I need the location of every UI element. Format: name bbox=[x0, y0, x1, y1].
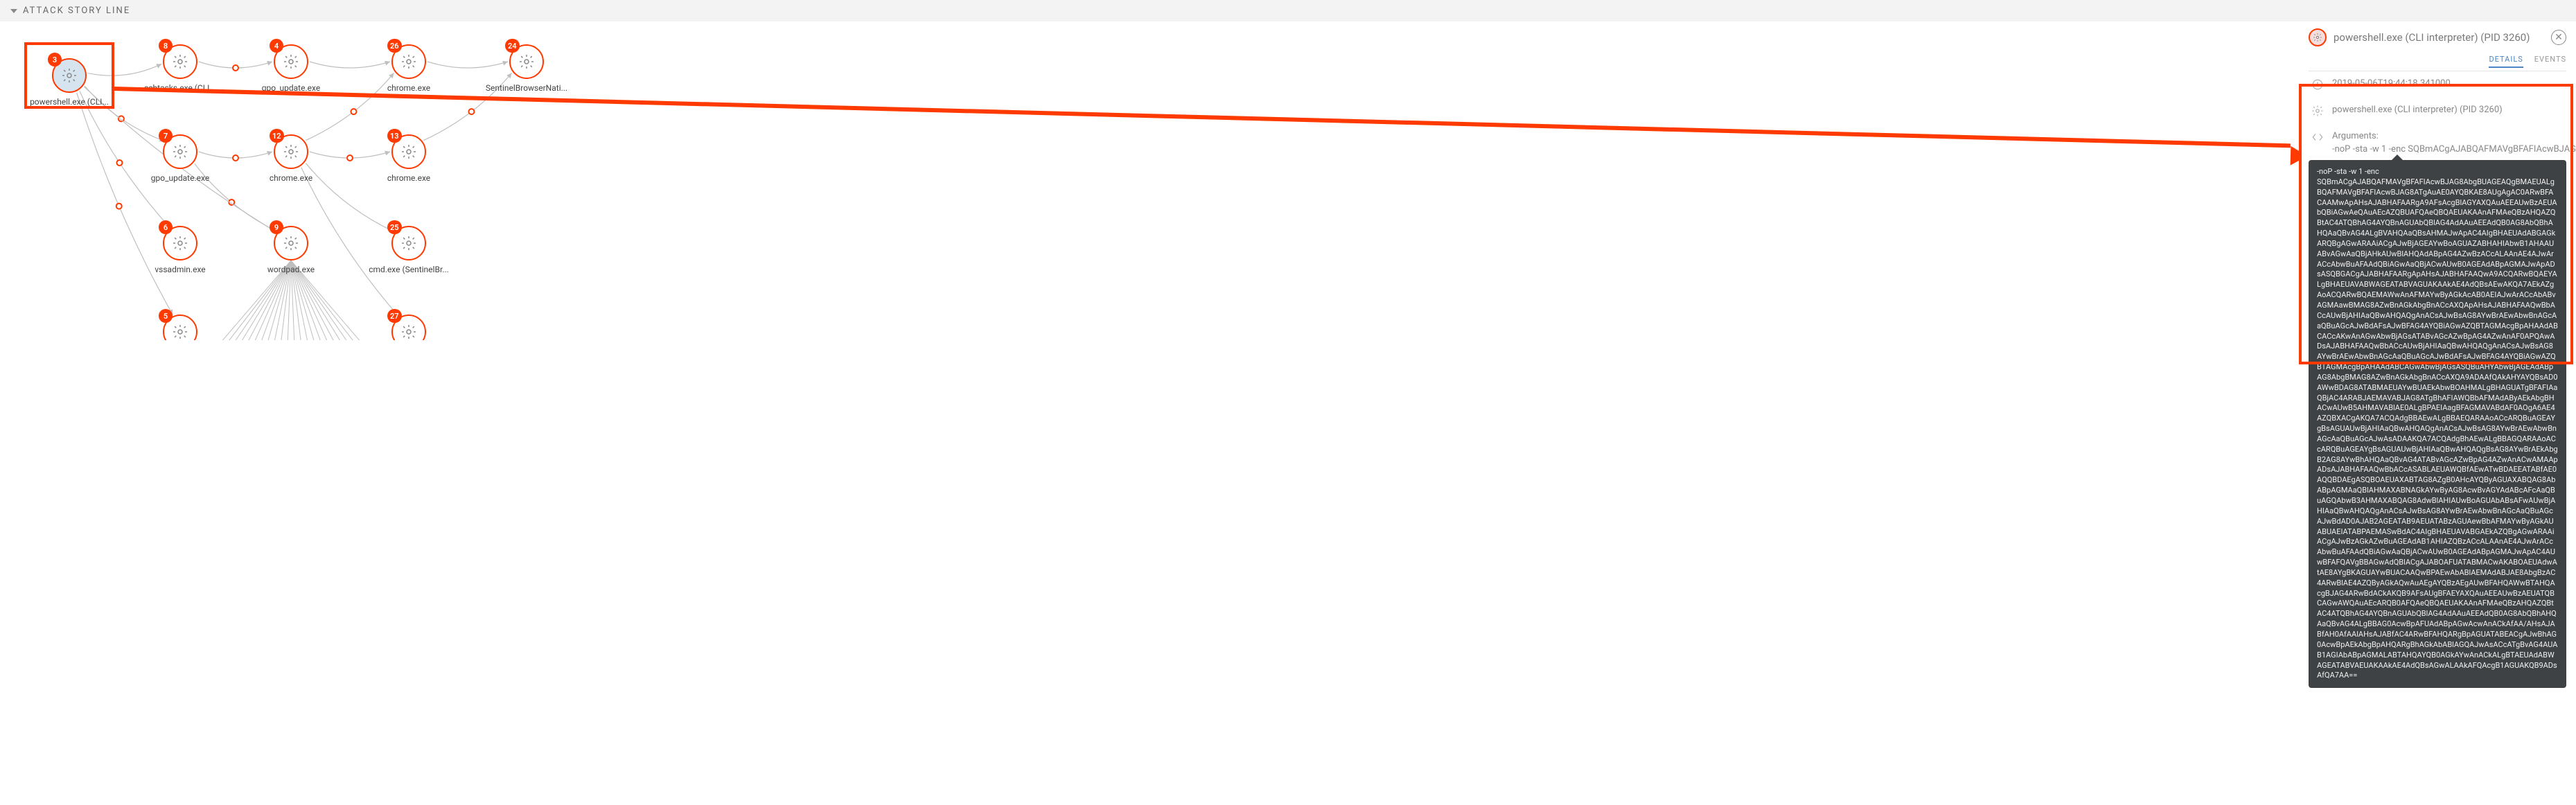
tab-events[interactable]: EVENTS bbox=[2534, 55, 2566, 68]
node-badge: 13 bbox=[387, 129, 402, 143]
panel-tabs: DETAILS EVENTS bbox=[2309, 52, 2566, 71]
node-label: schtasks.exe (CLI... bbox=[144, 83, 216, 93]
arguments-label: Arguments: bbox=[2332, 131, 2576, 141]
details-panel: powershell.exe (CLI interpreter) (PID 32… bbox=[2299, 21, 2576, 340]
detail-process: powershell.exe (CLI interpreter) (PID 32… bbox=[2332, 105, 2503, 115]
node-label: chrome.exe bbox=[387, 173, 430, 183]
node-badge: 12 bbox=[270, 129, 284, 143]
highlight-arrow bbox=[114, 87, 2291, 148]
node-label: wordpad.exe bbox=[267, 265, 315, 274]
node-badge: 27 bbox=[387, 309, 402, 323]
graph-node[interactable]: 6vssadmin.exe bbox=[163, 226, 197, 260]
graph-edges-layer bbox=[0, 21, 2299, 340]
node-badge: 4 bbox=[270, 39, 283, 53]
tab-details[interactable]: DETAILS bbox=[2489, 55, 2523, 68]
code-icon bbox=[2311, 131, 2324, 143]
graph-node[interactable]: 9wordpad.exe bbox=[274, 226, 308, 260]
graph-node[interactable]: 27chrome.exe bbox=[391, 315, 426, 340]
attack-graph[interactable]: 3powershell.exe (CLI...8schtasks.exe (CL… bbox=[0, 21, 2299, 340]
node-label: chrome.exe bbox=[387, 83, 430, 93]
node-label: gpo_update.exe bbox=[262, 83, 320, 93]
highlight-arrow-head bbox=[2291, 145, 2299, 166]
collapse-caret-icon[interactable] bbox=[10, 9, 17, 13]
detail-timestamp: 2019-05-06T19:44:18.341000 bbox=[2332, 78, 2451, 89]
graph-node[interactable]: 8schtasks.exe (CLI... bbox=[163, 44, 197, 79]
node-badge: 25 bbox=[387, 220, 402, 234]
node-label: chrome.exe bbox=[270, 173, 312, 183]
arguments-value: -noP -sta -w 1 -enc SQBmACgAJABQAFMAVgBF… bbox=[2332, 144, 2576, 154]
process-gear-icon bbox=[2309, 28, 2327, 46]
graph-node[interactable]: 7gpo_update.exe bbox=[163, 134, 197, 169]
gear-icon bbox=[2311, 105, 2324, 117]
node-label: SentinelBrowserNati... bbox=[486, 83, 567, 93]
node-badge: 3 bbox=[48, 53, 62, 67]
graph-node[interactable]: 12chrome.exe bbox=[274, 134, 308, 169]
panel-header: powershell.exe (CLI interpreter) (PID 32… bbox=[2309, 28, 2566, 52]
graph-node[interactable]: 24SentinelBrowserNati... bbox=[509, 44, 544, 79]
arguments-tooltip: -noP -sta -w 1 -enc SQBmACgAJABQAFMAVgBF… bbox=[2309, 160, 2566, 688]
node-badge: 8 bbox=[159, 39, 173, 53]
graph-node[interactable]: 5wevtutil.exe bbox=[163, 315, 197, 340]
clock-icon bbox=[2311, 78, 2324, 91]
node-badge: 5 bbox=[159, 309, 173, 323]
node-badge: 24 bbox=[505, 39, 520, 53]
node-badge: 26 bbox=[387, 39, 402, 53]
graph-node[interactable]: 13chrome.exe bbox=[391, 134, 426, 169]
node-label: vssadmin.exe bbox=[155, 265, 205, 274]
node-label: gpo_update.exe bbox=[151, 173, 209, 183]
node-label: powershell.exe (CLI... bbox=[30, 97, 109, 107]
header-bar[interactable]: ATTACK STORY LINE bbox=[0, 0, 2576, 21]
close-button[interactable]: ✕ bbox=[2551, 30, 2566, 45]
graph-node[interactable]: 4gpo_update.exe bbox=[274, 44, 308, 79]
detail-args-row: Arguments: -noP -sta -w 1 -enc SQBmACgAJ… bbox=[2309, 124, 2566, 161]
node-label: cmd.exe (SentinelBr... bbox=[369, 265, 449, 274]
node-badge: 9 bbox=[270, 220, 283, 234]
panel-title: powershell.exe (CLI interpreter) (PID 32… bbox=[2334, 31, 2530, 44]
node-badge: 6 bbox=[159, 220, 173, 234]
main-area: 3powershell.exe (CLI...8schtasks.exe (CL… bbox=[0, 21, 2576, 340]
node-badge: 7 bbox=[159, 129, 173, 143]
graph-node[interactable]: 3powershell.exe (CLI... bbox=[52, 58, 87, 93]
section-title: ATTACK STORY LINE bbox=[23, 6, 130, 16]
detail-timestamp-row: 2019-05-06T19:44:18.341000 bbox=[2309, 71, 2566, 98]
detail-process-row: powershell.exe (CLI interpreter) (PID 32… bbox=[2309, 98, 2566, 124]
graph-node[interactable]: 25cmd.exe (SentinelBr... bbox=[391, 226, 426, 260]
graph-node[interactable]: 26chrome.exe bbox=[391, 44, 426, 79]
